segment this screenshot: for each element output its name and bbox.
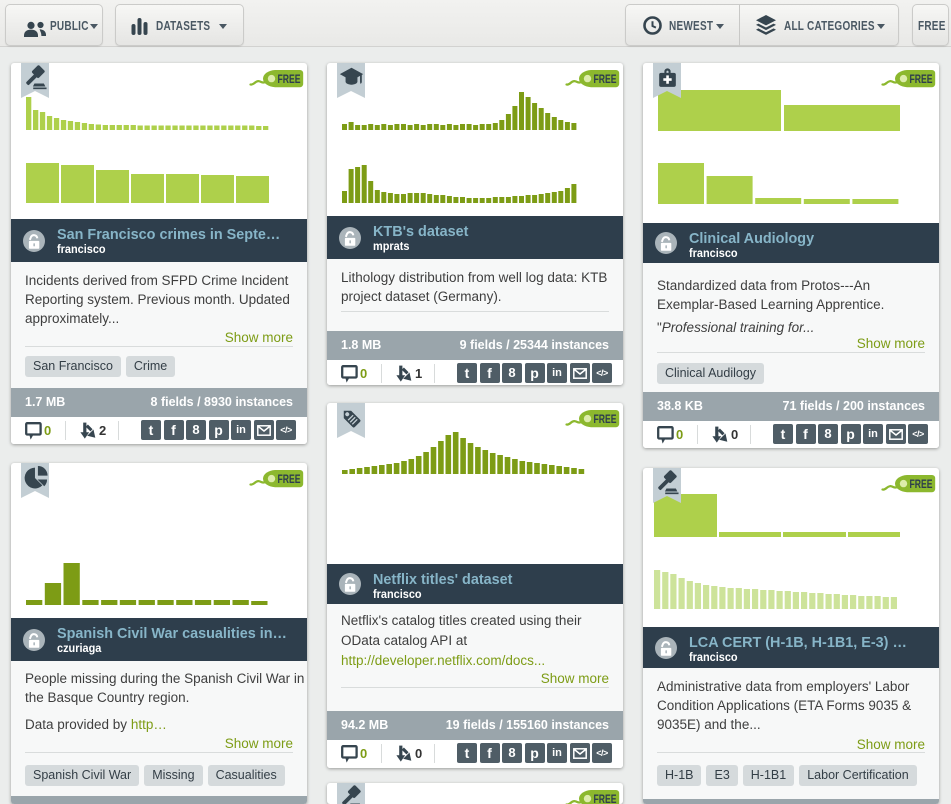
svg-text:FREE: FREE	[594, 794, 617, 804]
svg-text:FREE: FREE	[910, 74, 933, 86]
svg-text:FREE: FREE	[594, 74, 617, 86]
svg-text:FREE: FREE	[278, 474, 301, 486]
svg-text:FREE: FREE	[278, 74, 301, 86]
svg-text:FREE: FREE	[910, 479, 933, 491]
svg-text:FREE: FREE	[594, 414, 617, 426]
